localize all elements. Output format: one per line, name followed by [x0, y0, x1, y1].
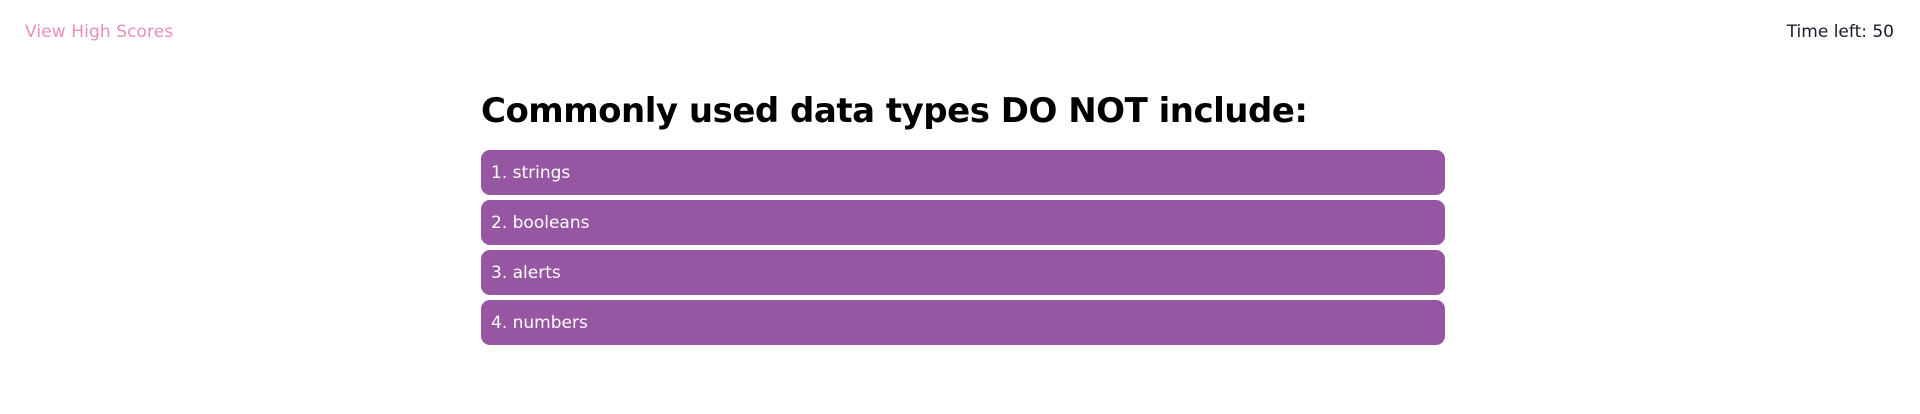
answer-choice-item: 2. booleans [481, 200, 1445, 245]
answer-choice-4-button[interactable]: 4. numbers [481, 300, 1445, 345]
answer-choice-item: 1. strings [481, 150, 1445, 195]
answer-choice-item: 4. numbers [481, 300, 1445, 345]
question-title: Commonly used data types DO NOT include: [481, 91, 1308, 131]
answer-choice-2-button[interactable]: 2. booleans [481, 200, 1445, 245]
top-bar: View High Scores Time left: 50 [0, 0, 1920, 66]
quiz-panel: Commonly used data types DO NOT include:… [481, 86, 1445, 350]
answer-choices-list: 1. strings 2. booleans 3. alerts 4. numb… [481, 150, 1445, 345]
answer-choice-3-button[interactable]: 3. alerts [481, 250, 1445, 295]
answer-choice-1-button[interactable]: 1. strings [481, 150, 1445, 195]
answer-choice-item: 3. alerts [481, 250, 1445, 295]
view-high-scores-link[interactable]: View High Scores [25, 22, 174, 42]
time-left-display: Time left: 50 [1786, 22, 1894, 42]
